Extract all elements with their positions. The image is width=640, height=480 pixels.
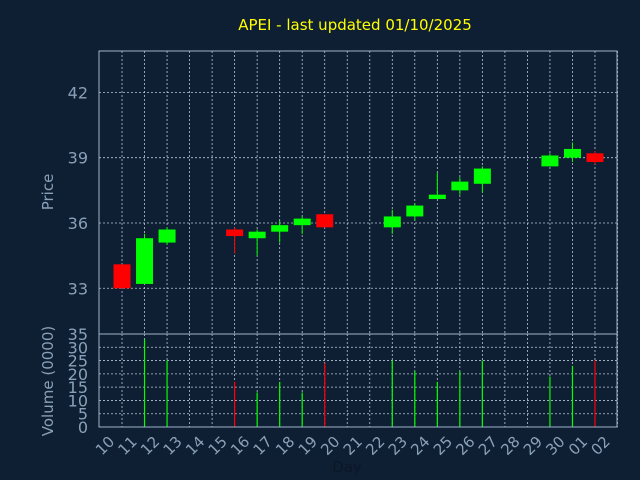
candle-body xyxy=(248,231,266,239)
price-tick-label: 39 xyxy=(68,149,88,168)
chart-title: APEI - last updated 01/10/2025 xyxy=(238,16,472,34)
candle-body xyxy=(563,148,581,158)
volume-tick-label: 0 xyxy=(78,418,88,437)
candle-body xyxy=(428,194,446,200)
candle-body xyxy=(316,214,334,228)
candle-body xyxy=(293,218,311,226)
price-tick-labels: 33 36 39 42 xyxy=(68,83,88,298)
candle-body xyxy=(473,168,491,184)
candle-body xyxy=(586,153,604,163)
candle-body xyxy=(541,155,559,167)
candle-body xyxy=(383,216,401,228)
volume-tick-label: 15 xyxy=(68,378,88,397)
price-panel-frame xyxy=(98,50,618,335)
candle-body xyxy=(113,264,131,289)
price-axis-label: Price xyxy=(39,174,57,211)
candles xyxy=(113,142,604,289)
candle-body xyxy=(451,181,469,191)
volume-bars xyxy=(143,339,596,427)
volume-tick-label: 5 xyxy=(78,405,88,424)
price-tick-label: 36 xyxy=(68,214,88,233)
candle-body xyxy=(136,238,154,284)
x-axis-label: Day xyxy=(332,458,362,476)
volume-panel-frame xyxy=(98,333,618,428)
volume-grid xyxy=(99,333,618,428)
candle-body xyxy=(158,229,176,243)
volume-axis-label: Volume (0000) xyxy=(39,326,57,436)
panel-frames xyxy=(98,50,618,428)
volume-tick-label: 30 xyxy=(68,338,88,357)
x-tick-labels: 1011121314151617181920212223242526272829… xyxy=(92,433,614,459)
price-grid xyxy=(99,51,618,334)
volume-tick-label: 20 xyxy=(68,365,88,384)
x-tick-label: 02 xyxy=(587,433,613,459)
volume-tick-label: 10 xyxy=(68,391,88,410)
candle-body xyxy=(271,225,289,232)
volume-tick-label: 35 xyxy=(68,325,88,344)
candle-body xyxy=(406,205,424,217)
candle-body xyxy=(226,229,244,237)
volume-tick-label: 25 xyxy=(68,352,88,371)
price-tick-label: 42 xyxy=(68,83,88,102)
price-tick-label: 33 xyxy=(68,279,88,298)
